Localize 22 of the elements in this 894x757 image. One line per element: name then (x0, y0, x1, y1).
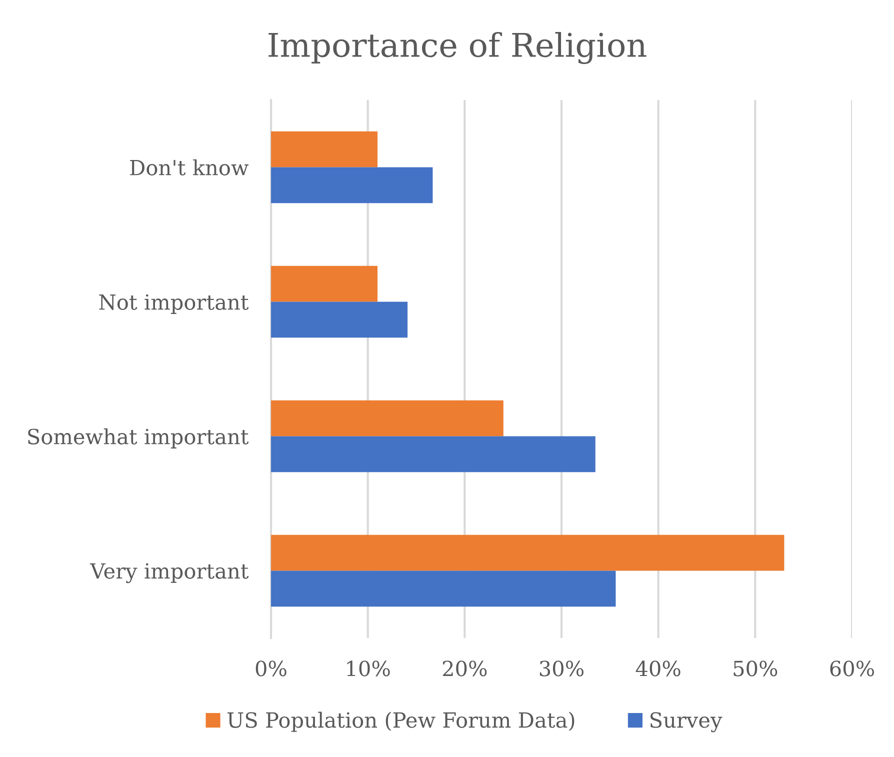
bar (271, 436, 596, 472)
x-tick-label: 50% (734, 660, 778, 676)
bar (271, 302, 408, 338)
bar (271, 167, 433, 204)
legend-label: Survey (650, 712, 722, 732)
bar (271, 131, 378, 168)
x-tick-label: 30% (540, 660, 584, 676)
bar (271, 534, 784, 571)
y-tick-label: Not important (99, 294, 249, 314)
x-tick-label: 10% (347, 660, 390, 676)
legend-label: US Population (Pew Forum Data) (228, 712, 574, 732)
bar (271, 400, 504, 436)
bar (271, 570, 616, 607)
y-tick-label: Somewhat important (28, 428, 249, 448)
x-tick-label: 20% (442, 660, 487, 676)
x-tick-label: 0% (256, 660, 286, 676)
y-tick-label: Very important (90, 563, 249, 584)
x-tick-label: 60% (830, 660, 874, 676)
chart-title: Importance of Religion (268, 32, 646, 64)
x-tick-label: 40% (636, 660, 680, 676)
y-tick-label: Don't know (130, 159, 249, 176)
bar (271, 266, 378, 302)
